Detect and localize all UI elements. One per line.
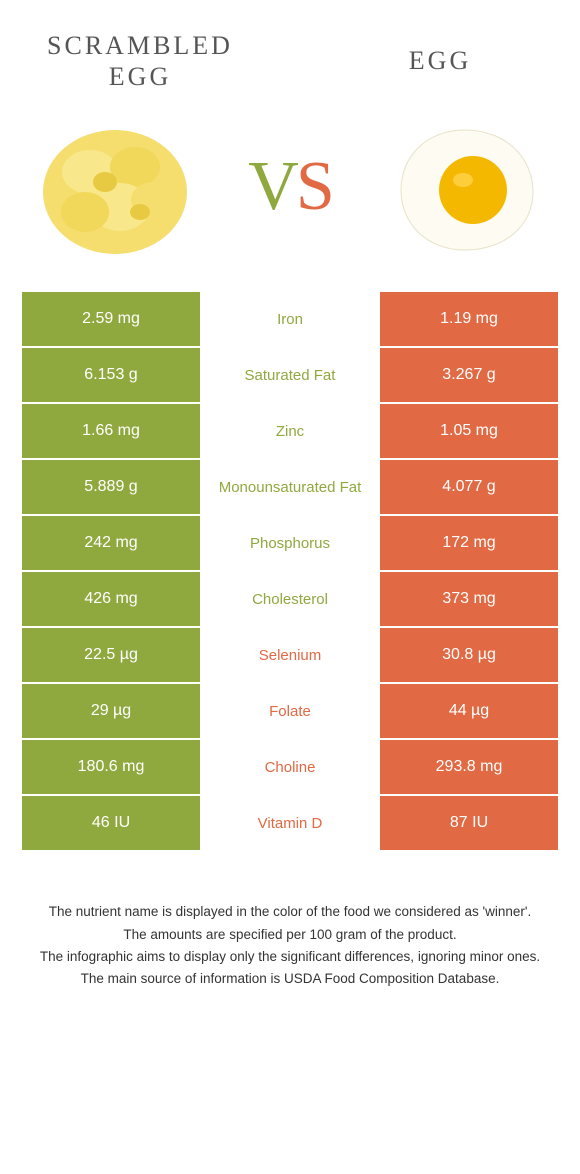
- vs-label: VS: [248, 147, 332, 227]
- nutrient-label: Cholesterol: [200, 572, 380, 626]
- fried-egg-image: [380, 102, 550, 272]
- nutrient-table: 2.59 mgIron1.19 mg6.153 gSaturated Fat3.…: [22, 292, 558, 852]
- vs-v: V: [248, 148, 296, 225]
- right-value: 1.19 mg: [380, 292, 558, 346]
- header: SCRAMBLED EGG EGG: [0, 0, 580, 102]
- nutrient-label: Folate: [200, 684, 380, 738]
- left-value: 1.66 mg: [22, 404, 200, 458]
- nutrient-label: Saturated Fat: [200, 348, 380, 402]
- footer-line-4: The main source of information is USDA F…: [30, 969, 550, 989]
- nutrient-label: Selenium: [200, 628, 380, 682]
- table-row: 46 IUVitamin D87 IU: [22, 796, 558, 852]
- left-value: 242 mg: [22, 516, 200, 570]
- left-value: 22.5 µg: [22, 628, 200, 682]
- images-row: VS: [0, 102, 580, 292]
- table-row: 22.5 µgSelenium30.8 µg: [22, 628, 558, 684]
- table-row: 426 mgCholesterol373 mg: [22, 572, 558, 628]
- left-value: 6.153 g: [22, 348, 200, 402]
- table-row: 6.153 gSaturated Fat3.267 g: [22, 348, 558, 404]
- right-value: 44 µg: [380, 684, 558, 738]
- right-value: 172 mg: [380, 516, 558, 570]
- table-row: 1.66 mgZinc1.05 mg: [22, 404, 558, 460]
- nutrient-label: Zinc: [200, 404, 380, 458]
- left-value: 29 µg: [22, 684, 200, 738]
- table-row: 5.889 gMonounsaturated Fat4.077 g: [22, 460, 558, 516]
- left-value: 46 IU: [22, 796, 200, 850]
- nutrient-label: Vitamin D: [200, 796, 380, 850]
- right-value: 1.05 mg: [380, 404, 558, 458]
- right-title: EGG: [340, 30, 540, 76]
- right-value: 30.8 µg: [380, 628, 558, 682]
- right-value: 373 mg: [380, 572, 558, 626]
- right-value: 3.267 g: [380, 348, 558, 402]
- footer-line-2: The amounts are specified per 100 gram o…: [30, 925, 550, 945]
- scrambled-egg-image: [30, 102, 200, 272]
- table-row: 29 µgFolate44 µg: [22, 684, 558, 740]
- vs-s: S: [296, 148, 332, 225]
- table-row: 180.6 mgCholine293.8 mg: [22, 740, 558, 796]
- nutrient-label: Phosphorus: [200, 516, 380, 570]
- nutrient-label: Choline: [200, 740, 380, 794]
- left-value: 426 mg: [22, 572, 200, 626]
- left-value: 2.59 mg: [22, 292, 200, 346]
- left-title: SCRAMBLED EGG: [40, 30, 240, 92]
- footer-line-3: The infographic aims to display only the…: [30, 947, 550, 967]
- right-value: 87 IU: [380, 796, 558, 850]
- right-value: 293.8 mg: [380, 740, 558, 794]
- nutrient-label: Monounsaturated Fat: [200, 460, 380, 514]
- footer-notes: The nutrient name is displayed in the co…: [0, 902, 580, 989]
- nutrient-label: Iron: [200, 292, 380, 346]
- footer-line-1: The nutrient name is displayed in the co…: [30, 902, 550, 922]
- right-value: 4.077 g: [380, 460, 558, 514]
- table-row: 242 mgPhosphorus172 mg: [22, 516, 558, 572]
- left-value: 5.889 g: [22, 460, 200, 514]
- table-row: 2.59 mgIron1.19 mg: [22, 292, 558, 348]
- left-value: 180.6 mg: [22, 740, 200, 794]
